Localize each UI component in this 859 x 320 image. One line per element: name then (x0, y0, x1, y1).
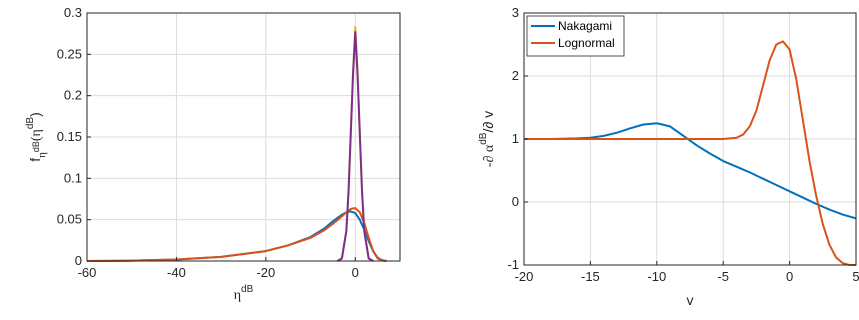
left-chart: -60 -40 -20 000.050.10.150.20.250.3 ηdB fηd… (25, 5, 401, 303)
left-y-tick-label: 0.3 (64, 5, 82, 20)
left-y-tick-label: 0.25 (57, 46, 82, 61)
right-series-line-nakagami (524, 122, 857, 220)
right-x-tick-label: -20 (515, 269, 534, 284)
right-y-tick-label: 1 (512, 131, 519, 146)
left-y-tick-label: 0.05 (57, 212, 82, 227)
left-series-group (86, 26, 387, 262)
right-legend: Nakagami Lognormal (526, 15, 625, 57)
left-gridlines (86, 12, 400, 262)
left-x-label-base: η (234, 288, 241, 303)
right-x-axis-label: v (687, 292, 694, 308)
right-y-tick-label: -1 (507, 257, 519, 272)
right-series-line-lognormal (524, 40, 856, 266)
right-y-label-b: /∂ v (480, 111, 496, 133)
left-x-tick-label: -60 (78, 265, 97, 280)
right-x-tick-label: -10 (647, 269, 666, 284)
left-y-tick-label: 0 (75, 253, 82, 268)
right-y-axis-label: -∂ αdB/∂ v (478, 111, 497, 167)
left-y-label-subsup: dB (31, 141, 41, 152)
right-x-tick-label: -15 (581, 269, 600, 284)
left-x-tick-label: -20 (256, 265, 275, 280)
left-y-label-arg-sup: dB (25, 117, 36, 130)
right-y-tick-label: 3 (512, 5, 519, 20)
left-series-line-4 (336, 31, 374, 262)
left-x-axis-label: ηdB (234, 284, 254, 303)
right-y-label-a: -∂ α (482, 144, 497, 167)
left-series-line-2 (86, 207, 387, 262)
left-y-tick-label: 0.1 (64, 170, 82, 185)
right-y-tick-label: 0 (512, 194, 519, 209)
left-y-label-sub: η (36, 152, 48, 158)
right-y-label-sup: dB (478, 132, 489, 145)
right-legend-label-nakagami: Nakagami (558, 19, 612, 33)
right-x-tick-label: 5 (852, 269, 859, 284)
left-tick-labels: -60 -40 -20 0 0 0.05 0.1 0.15 0.2 0.25 0.3 (57, 5, 359, 280)
left-y-tick-label: 0.2 (64, 88, 82, 103)
right-y-tick-label: 2 (512, 68, 519, 83)
right-legend-label-lognormal: Lognormal (558, 36, 615, 50)
left-x-label-sup: dB (241, 284, 254, 295)
left-y-axis-label: fηdB(ηdB) (25, 112, 48, 162)
left-y-label-arg: (η (29, 129, 44, 141)
left-y-tick-label: 0.15 (57, 129, 82, 144)
left-x-tick-label: 0 (352, 265, 359, 280)
right-legend-box (526, 15, 625, 57)
right-series-group (524, 40, 857, 266)
right-x-tick-label: -5 (717, 269, 729, 284)
right-x-tick-label: 0 (786, 269, 793, 284)
left-y-label-f: f (27, 158, 43, 162)
left-x-tick-label: -40 (167, 265, 186, 280)
left-y-label-close: ) (27, 112, 43, 117)
